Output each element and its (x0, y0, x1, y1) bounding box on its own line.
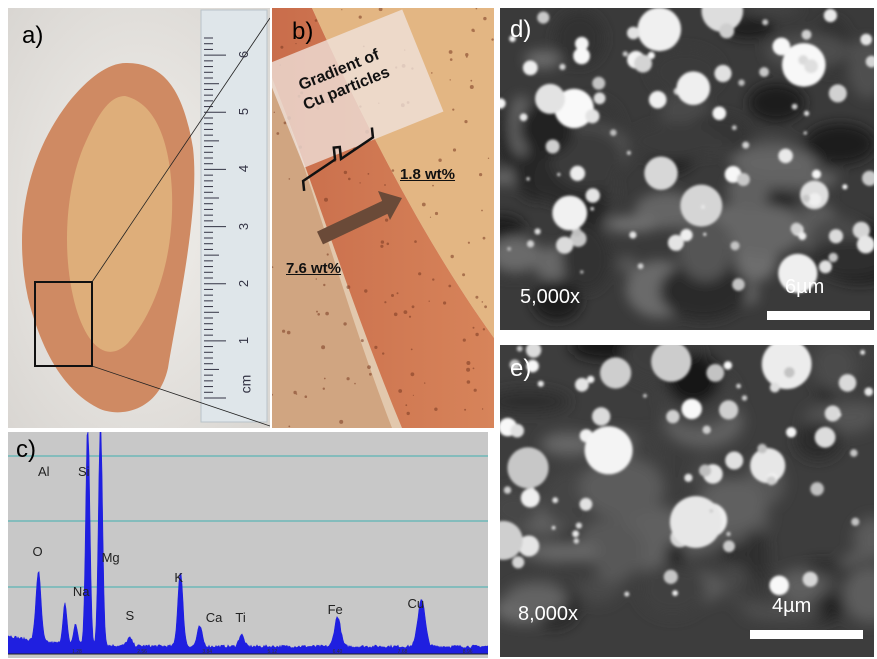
panel-c-label: c) (16, 436, 36, 463)
eds-peak-label: Na (72, 584, 90, 599)
ruler-number: 3 (236, 222, 252, 230)
gradient-brace (301, 127, 375, 192)
eds-tick-label: 8.96 (462, 649, 473, 655)
eds-peak-label: Fe (327, 602, 343, 617)
ruler-number: 6 (236, 51, 252, 59)
eds-peak-label: Ti (235, 610, 246, 625)
eds-peak-label: Mg (101, 550, 120, 565)
eds-spectrum (8, 432, 488, 658)
ruler-number: 4 (236, 165, 252, 173)
high-concentration-label: 7.6 wt% (286, 260, 342, 277)
eds-tick-label: 3.84 (202, 649, 213, 655)
pellet-core (66, 96, 173, 352)
eds-tick-label: 7.68 (397, 649, 408, 655)
panel-d-label: d) (510, 16, 532, 43)
magnification-d: 5,000x (520, 286, 581, 308)
eds-peak-label: S (125, 608, 135, 623)
ruler (200, 9, 268, 423)
panel-a: a) cm 1 2 3 4 5 6 (8, 8, 270, 428)
scale-label-d: 6µm (785, 276, 825, 298)
low-concentration-label: 1.8 wt% (400, 166, 456, 183)
eds-tick-label: 6.40 (332, 649, 343, 655)
ruler-number: 2 (236, 279, 252, 287)
eds-tick-label: 1.28 (72, 649, 82, 655)
scale-bar-d (767, 311, 870, 320)
gradient-arrow (317, 197, 395, 245)
panel-e-label: e) (510, 355, 532, 382)
panel-e: e) 8,000x 4µm (500, 345, 874, 657)
eds-tick-label: 2.56 (137, 649, 147, 655)
pellet-photo (8, 8, 270, 428)
panel-b-label: b) (292, 18, 314, 45)
panel-c: c) O Na Mg Al Si S K Ca Ti Fe Cu 1.28 2.56 3.84 5.12 6.… (8, 432, 488, 658)
zoom-box (34, 281, 93, 367)
scale-bar-e (750, 630, 863, 639)
scale-label-e: 4µm (772, 595, 812, 617)
ruler-number: 1 (236, 336, 252, 344)
pellet-closeup-photo (272, 8, 494, 428)
panel-b: b) Gradient of Cu particles 1.8 wt% 7.6 … (272, 8, 494, 428)
sem-image-d (500, 8, 874, 330)
eds-peak-label: K (174, 570, 184, 585)
magnification-e: 8,000x (518, 603, 579, 625)
ruler-unit: cm (237, 374, 254, 394)
eds-peak-label: Ca (205, 610, 223, 625)
panel-a-label: a) (22, 22, 44, 49)
ruler-number: 5 (236, 108, 252, 116)
panel-d: d) 5,000x 6µm (500, 8, 874, 330)
eds-tick-label: 5.12 (267, 649, 278, 655)
eds-peak-label: Al (38, 464, 50, 479)
sem-image-e (500, 345, 874, 657)
eds-peak-label: O (32, 544, 43, 559)
eds-peak-label: Cu (407, 596, 425, 611)
spectrum-trace (8, 432, 488, 655)
eds-peak-label: Si (78, 464, 90, 479)
